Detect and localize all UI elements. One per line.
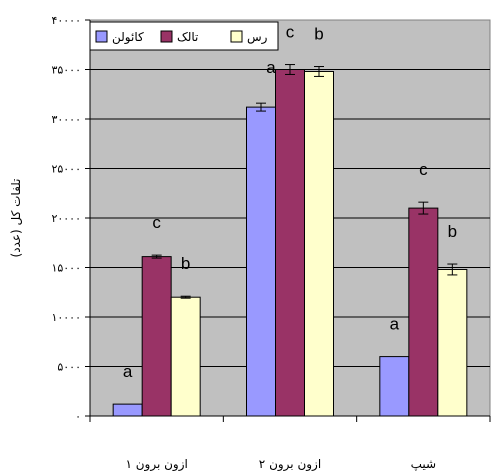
bar: [275, 69, 305, 417]
bar: [379, 356, 410, 417]
significance-letter: c: [152, 213, 161, 232]
legend-box: [89, 21, 279, 51]
y-tick-label: ۲۰۰۰۰: [51, 212, 81, 225]
significance-letter: c: [419, 160, 428, 179]
legend-label: تالک: [177, 30, 198, 44]
significance-letter: b: [448, 222, 457, 241]
y-tick-label: ۴۰۰۰۰: [51, 14, 81, 27]
legend: کائولن تالک رس: [89, 21, 279, 51]
legend-swatch: [160, 30, 173, 43]
y-tick-label: ۵۰۰۰: [57, 361, 81, 374]
significance-letter: a: [390, 315, 400, 334]
bar: [437, 268, 468, 417]
x-tick-label: ازون برون ۲: [259, 457, 321, 472]
legend-label: کائولن: [112, 30, 144, 45]
legend-swatch: [95, 30, 108, 43]
bars: [112, 69, 468, 417]
x-tick-label: ازون برون ۱: [125, 457, 187, 472]
significance-letter: b: [181, 254, 190, 273]
error-bars: [151, 64, 458, 299]
significance-letter: b: [314, 25, 323, 44]
bar: [170, 296, 201, 417]
significance-letter: a: [266, 58, 276, 77]
y-tick-label: ۱۰۰۰۰: [51, 311, 81, 324]
bar: [304, 70, 334, 417]
y-axis: ۰ ۵۰۰۰ ۱۰۰۰۰ ۱۵۰۰۰ ۲۰۰۰۰ ۲۵۰۰۰ ۳۰۰۰۰ ۳۵۰۰۰ ۴۰۰۰۰: [51, 14, 91, 423]
significance-letter: a: [123, 362, 133, 381]
legend-label: رس: [247, 30, 268, 45]
y-tick-label: ۲۵۰۰۰: [51, 163, 81, 176]
y-tick-label: ۰: [75, 410, 81, 423]
y-axis-label: تلفات کل (عدد): [9, 179, 23, 258]
bar: [246, 106, 276, 417]
y-tick-label: ۱۵۰۰۰: [51, 262, 81, 275]
bar: [141, 256, 172, 417]
x-axis: ازون برون ۱ ازون برون ۲ شیپ: [89, 415, 491, 472]
y-tick-label: ۳۰۰۰۰: [51, 113, 81, 126]
bar: [112, 403, 143, 417]
legend-swatch: [230, 30, 243, 43]
x-tick-label: شیپ: [411, 457, 436, 471]
significance-letter: c: [286, 23, 295, 42]
y-tick-label: ۳۵۰۰۰: [51, 64, 81, 77]
bar: [408, 207, 439, 417]
